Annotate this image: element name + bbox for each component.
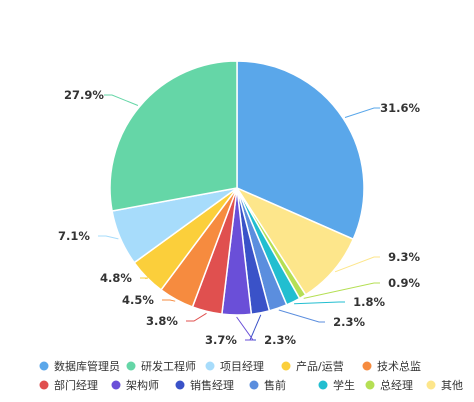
slice-percent-label: 1.8% <box>353 295 385 309</box>
legend-label: 技术总监 <box>377 359 421 373</box>
legend-label: 项目经理 <box>220 360 264 373</box>
legend-label: 总经理 <box>380 378 413 392</box>
legend-swatch <box>281 361 291 371</box>
legend-item[interactable]: 研发工程师 <box>126 359 197 373</box>
legend-swatch <box>39 361 49 371</box>
percentage-labels: 31.6% 9.3% 0.9%1.8% 2.3% 2.3% 3.7% 3.8% 4.5% 4.8… <box>58 88 420 347</box>
slice-percent-label: 27.9% <box>64 88 104 102</box>
leader-line <box>236 316 254 341</box>
legend-item[interactable]: 销售经理 <box>175 378 235 392</box>
leader-line <box>249 314 262 341</box>
legend-swatch <box>175 380 185 390</box>
legend-label: 其他 <box>441 379 463 392</box>
legend-label: 数据库管理员 <box>54 359 120 373</box>
slice-percent-label: 4.5% <box>122 293 154 307</box>
legend-item[interactable]: 产品/运营 <box>281 359 344 373</box>
leader-line <box>344 107 380 118</box>
legend-swatch <box>365 380 375 390</box>
legend-item[interactable]: 学生 <box>318 378 356 392</box>
slice-percent-label: 31.6% <box>380 101 420 115</box>
legend-item[interactable]: 总经理 <box>365 378 414 392</box>
legend-label: 产品/运营 <box>296 359 344 373</box>
legend-label: 售前 <box>264 378 286 392</box>
legend-item[interactable]: 项目经理 <box>205 360 265 373</box>
slice-percent-label: 4.8% <box>100 271 132 285</box>
legend-swatch <box>426 380 436 390</box>
legend-swatch <box>318 380 328 390</box>
legend-item[interactable]: 技术总监 <box>362 359 422 373</box>
leader-line <box>303 282 380 299</box>
slice-percent-label: 9.3% <box>388 250 420 264</box>
legend-item[interactable]: 架构师 <box>111 378 160 392</box>
legend-label: 部门经理 <box>54 378 98 392</box>
legend-label: 架构师 <box>126 378 159 392</box>
legend-swatch <box>362 361 372 371</box>
leader-line <box>294 301 345 305</box>
legend-swatch <box>205 361 215 371</box>
slice-percent-label: 2.3% <box>264 333 296 347</box>
pie-slices <box>109 60 365 316</box>
legend-item[interactable]: 部门经理 <box>39 378 99 392</box>
leader-line <box>98 235 119 240</box>
slice-percent-label: 3.8% <box>146 314 178 328</box>
pie-slice[interactable] <box>109 60 238 212</box>
legend-label: 学生 <box>333 378 355 392</box>
slice-percent-label: 3.7% <box>205 333 237 347</box>
legend-item[interactable]: 售前 <box>249 378 287 392</box>
legend-swatch <box>126 361 136 371</box>
legend-swatch <box>249 380 259 390</box>
legend-swatch <box>39 380 49 390</box>
leader-lines <box>98 94 380 341</box>
slice-percent-label: 7.1% <box>58 229 90 243</box>
pie-slice[interactable] <box>236 60 365 241</box>
leader-line <box>104 94 139 106</box>
legend-item[interactable]: 其他 <box>426 379 464 392</box>
slice-percent-label: 2.3% <box>333 315 365 329</box>
legend-swatch <box>111 380 121 390</box>
slice-percent-label: 0.9% <box>388 276 420 290</box>
leader-line <box>186 312 207 322</box>
leader-line <box>162 299 176 302</box>
leader-line <box>334 256 380 273</box>
leader-line <box>140 277 149 280</box>
legend-label: 销售经理 <box>190 378 234 392</box>
legend-label: 研发工程师 <box>141 359 196 373</box>
leader-line <box>278 309 325 323</box>
legend-item[interactable]: 数据库管理员 <box>39 359 121 373</box>
